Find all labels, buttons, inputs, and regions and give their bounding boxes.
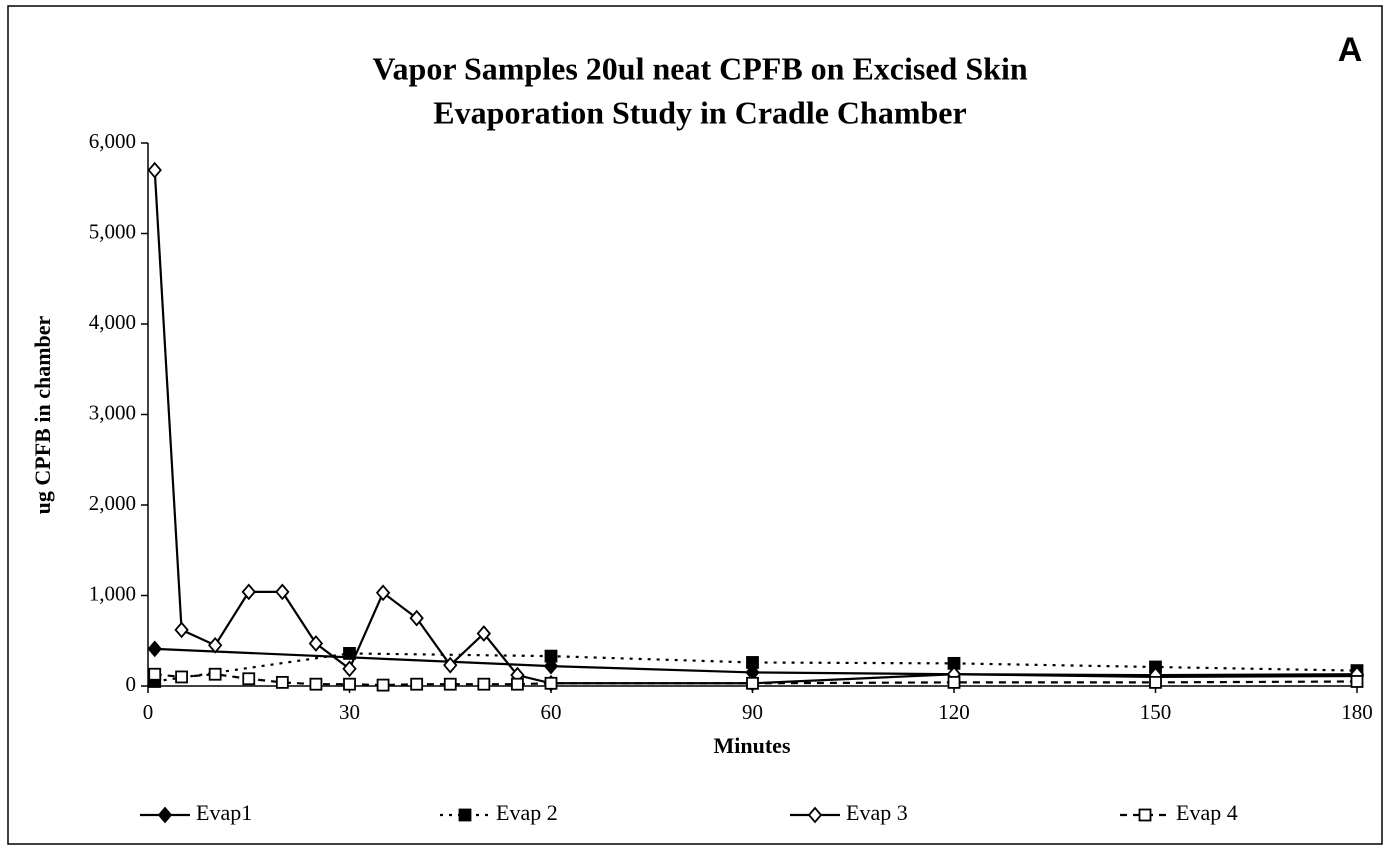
y-tick-label: 2,000 <box>89 491 136 515</box>
legend-marker <box>1138 808 1152 822</box>
y-tick-label: 6,000 <box>89 129 136 153</box>
y-tick-label: 1,000 <box>89 581 136 605</box>
data-point <box>343 677 356 691</box>
data-point <box>375 584 391 602</box>
data-point <box>309 677 323 691</box>
legend-label: Evap 2 <box>496 800 558 825</box>
data-point <box>544 676 558 690</box>
series-line <box>154 647 1358 679</box>
data-point <box>476 625 492 642</box>
legend-label: Evap 3 <box>846 800 908 825</box>
panel-label: A <box>1338 31 1363 69</box>
data-point <box>1149 675 1162 689</box>
data-point <box>275 675 289 689</box>
legend-marker <box>807 806 823 824</box>
y-tick-label: 5,000 <box>89 219 136 243</box>
data-point <box>543 657 559 675</box>
data-point <box>376 678 390 692</box>
frame <box>7 5 1383 845</box>
data-point <box>947 675 961 689</box>
y-tick-label: 4,000 <box>89 310 136 334</box>
x-axis-label: Minutes <box>714 733 791 758</box>
data-point <box>175 670 188 684</box>
data-point <box>443 677 457 691</box>
x-tick-label: 180 <box>1341 700 1373 724</box>
legend-marker <box>458 808 472 822</box>
x-tick-label: 90 <box>742 700 763 724</box>
data-point <box>207 636 223 654</box>
data-point <box>241 583 256 601</box>
data-point <box>208 667 222 681</box>
data-point <box>1350 675 1364 688</box>
x-tick-label: 120 <box>938 700 970 724</box>
chart-title: Vapor Samples 20ul neat CPFB on Excised … <box>372 50 1027 86</box>
data-point <box>409 609 424 627</box>
data-point <box>746 676 759 690</box>
data-point <box>544 649 558 663</box>
data-point <box>275 583 290 601</box>
x-tick-label: 30 <box>339 700 360 724</box>
legend-marker <box>157 806 173 824</box>
legend-label: Evap 4 <box>1176 800 1238 825</box>
data-point <box>343 647 356 660</box>
x-tick-label: 0 <box>143 700 154 724</box>
y-axis-label: ug CPFB in chamber <box>30 315 55 514</box>
data-point <box>174 621 189 639</box>
data-point <box>746 656 759 669</box>
y-tick-label: 0 <box>126 672 137 696</box>
y-tick-label: 3,000 <box>89 400 136 424</box>
data-point <box>308 635 324 652</box>
data-point <box>342 660 357 678</box>
data-point <box>147 640 162 658</box>
data-point <box>443 656 458 674</box>
data-point <box>410 677 424 691</box>
data-point <box>477 677 491 691</box>
x-tick-label: 60 <box>541 700 562 724</box>
chart-subtitle: Evaporation Study in Cradle Chamber <box>433 94 966 130</box>
data-point <box>242 672 256 686</box>
x-tick-label: 150 <box>1140 700 1172 724</box>
data-point <box>147 161 162 179</box>
legend-label: Evap1 <box>196 800 252 825</box>
data-point <box>511 677 524 691</box>
data-point <box>148 667 162 681</box>
series-line <box>153 170 1358 685</box>
